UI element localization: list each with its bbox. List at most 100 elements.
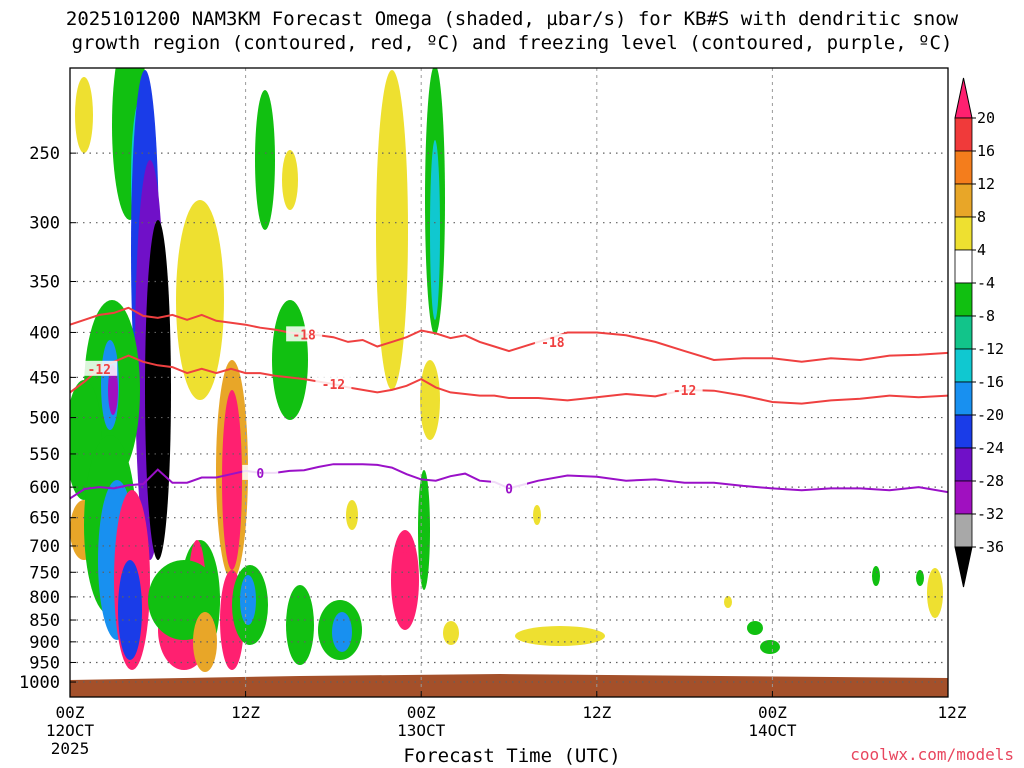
contour-line-0 [70, 463, 948, 500]
contour-label-bg [286, 326, 323, 342]
x-tick-label: 12Z [582, 703, 611, 722]
y-tick-label: 950 [29, 653, 60, 673]
colorbar-label: -32 [977, 505, 1004, 523]
colorbar-swatch [954, 150, 973, 185]
omega-shading [443, 621, 459, 645]
colorbar-swatch [954, 117, 973, 152]
y-tick-label: 550 [29, 445, 60, 465]
colorbar-label: -8 [977, 307, 995, 325]
omega-shading [927, 568, 943, 618]
y-tick-label: 700 [29, 537, 60, 557]
colorbar-label: -20 [977, 406, 1004, 424]
omega-shading [118, 560, 142, 660]
contour-label: 0 [256, 467, 264, 482]
colorbar-label: 8 [977, 208, 986, 226]
omega-shading [760, 640, 780, 654]
x-tick-label: 12OCT [46, 721, 95, 740]
plot-frame [69, 67, 949, 698]
chart-title-line2: growth region (contoured, red, ºC) and f… [71, 32, 953, 54]
omega-shading [240, 575, 256, 625]
omega-shading [376, 70, 408, 390]
y-tick-label: 300 [29, 214, 60, 234]
y-tick-label: 400 [29, 323, 60, 343]
contour-label-bg [315, 376, 352, 392]
x-axis-label: Forecast Time (UTC) [403, 745, 621, 767]
omega-shading [346, 500, 358, 530]
x-tick-label: 00Z [56, 703, 85, 722]
omega-shading [176, 200, 224, 400]
y-tick-label: 600 [29, 478, 60, 498]
x-tick-label: 14OCT [748, 721, 797, 740]
colorbar-label: -12 [977, 340, 1004, 358]
contour-label: -12 [673, 384, 696, 399]
contour-label-bg [242, 464, 279, 480]
colorbar-label: -24 [977, 439, 1004, 457]
colorbar-swatch [954, 447, 973, 482]
contour-label-bg [491, 480, 527, 496]
omega-shading [282, 150, 298, 210]
contour-label-bg [81, 360, 118, 376]
credit-link[interactable]: coolwx.com/models [850, 745, 1014, 764]
contour-line--18 [70, 306, 948, 363]
colorbar-label: 16 [977, 142, 995, 160]
chart-title-line1: 2025101200 NAM3KM Forecast Omega (shaded… [65, 8, 959, 30]
colorbar-swatch [954, 183, 973, 218]
y-tick-label: 1000 [19, 673, 60, 693]
omega-shading [515, 626, 605, 646]
y-tick-label: 850 [29, 611, 60, 631]
colorbar-swatch [954, 249, 973, 284]
contour-label: -18 [292, 328, 316, 343]
colorbar-top-triangle [954, 77, 973, 119]
omega-shading [286, 585, 314, 665]
colorbar-bottom-triangle [954, 546, 973, 588]
omega-shading [272, 300, 308, 420]
omega-shading [255, 90, 275, 230]
omega-shading [747, 621, 763, 635]
contour-label-bg [666, 381, 703, 397]
colorbar-label: -36 [977, 538, 1004, 556]
y-tick-label: 250 [29, 144, 60, 164]
contour-label-bg [534, 333, 571, 349]
y-tick-label: 750 [29, 563, 60, 583]
colorbar-label: -4 [977, 274, 995, 292]
colorbar-swatch [954, 348, 973, 383]
contour-label: -12 [88, 363, 111, 378]
omega-shading [145, 220, 171, 560]
contour-label: -12 [322, 378, 345, 393]
x-tick-label: 12Z [938, 703, 967, 722]
omega-shading [75, 77, 93, 153]
omega-shading [430, 140, 440, 320]
omega-shading [398, 552, 412, 612]
colorbar-swatch [954, 513, 973, 548]
contour-line--12 [70, 354, 948, 405]
y-tick-label: 350 [29, 273, 60, 293]
omega-shading [420, 360, 440, 440]
colorbar-label: -28 [977, 472, 1004, 490]
x-tick-label: 00Z [407, 703, 436, 722]
colorbar-swatch [954, 282, 973, 317]
y-tick-label: 650 [29, 509, 60, 529]
colorbar-swatch [954, 414, 973, 449]
terrain-surface [70, 674, 948, 697]
colorbar-label: 4 [977, 241, 986, 259]
y-tick-label: 450 [29, 368, 60, 388]
colorbar-swatch [954, 216, 973, 251]
colorbar-swatch [954, 381, 973, 416]
colorbar-label: 12 [977, 175, 995, 193]
x-tick-label: 13OCT [397, 721, 446, 740]
x-tick-label: 2025 [51, 739, 90, 758]
omega-shading [533, 505, 541, 525]
omega-shading [724, 596, 732, 608]
omega-shading [193, 612, 217, 672]
contour-label: 0 [505, 482, 513, 497]
plot-area: -18 -18 -12 -12 -12 0 0 [70, 68, 948, 697]
y-tick-label: 800 [29, 588, 60, 608]
omega-shading [872, 566, 880, 586]
y-tick-label: 900 [29, 633, 60, 653]
omega-shading [222, 390, 242, 570]
colorbar-label: 20 [977, 109, 995, 127]
omega-shading [916, 570, 924, 586]
y-tick-label: 500 [29, 409, 60, 429]
contour-label: -18 [541, 336, 565, 351]
